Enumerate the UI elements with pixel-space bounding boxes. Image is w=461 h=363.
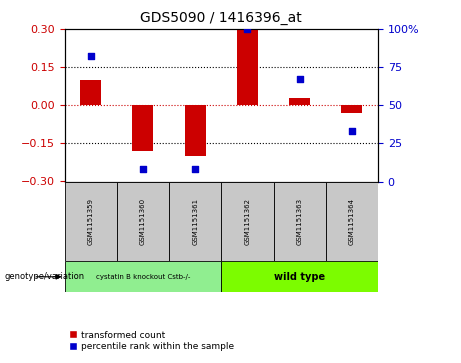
Point — [191, 166, 199, 172]
Bar — [185, 105, 206, 156]
FancyBboxPatch shape — [221, 182, 273, 261]
FancyBboxPatch shape — [273, 182, 326, 261]
Point — [296, 77, 303, 82]
FancyBboxPatch shape — [221, 261, 378, 292]
Text: genotype/variation: genotype/variation — [5, 272, 85, 281]
Text: GSM1151361: GSM1151361 — [192, 198, 198, 245]
Bar — [342, 105, 362, 113]
Point — [348, 128, 355, 134]
Title: GDS5090 / 1416396_at: GDS5090 / 1416396_at — [141, 11, 302, 25]
Legend: transformed count, percentile rank within the sample: transformed count, percentile rank withi… — [69, 331, 234, 351]
Bar — [289, 98, 310, 105]
Text: GSM1151363: GSM1151363 — [296, 198, 303, 245]
FancyBboxPatch shape — [326, 182, 378, 261]
FancyBboxPatch shape — [65, 182, 117, 261]
FancyBboxPatch shape — [65, 261, 221, 292]
FancyBboxPatch shape — [117, 182, 169, 261]
Text: GSM1151362: GSM1151362 — [244, 198, 250, 245]
Text: GSM1151359: GSM1151359 — [88, 198, 94, 245]
Text: cystatin B knockout Cstb-/-: cystatin B knockout Cstb-/- — [96, 274, 190, 280]
Point — [139, 166, 147, 172]
Text: GSM1151364: GSM1151364 — [349, 198, 355, 245]
Bar — [132, 105, 154, 151]
Text: GSM1151360: GSM1151360 — [140, 198, 146, 245]
Text: wild type: wild type — [274, 272, 325, 282]
FancyBboxPatch shape — [169, 182, 221, 261]
Point — [244, 26, 251, 32]
Bar — [80, 80, 101, 105]
Bar — [237, 29, 258, 105]
Point — [87, 54, 95, 60]
